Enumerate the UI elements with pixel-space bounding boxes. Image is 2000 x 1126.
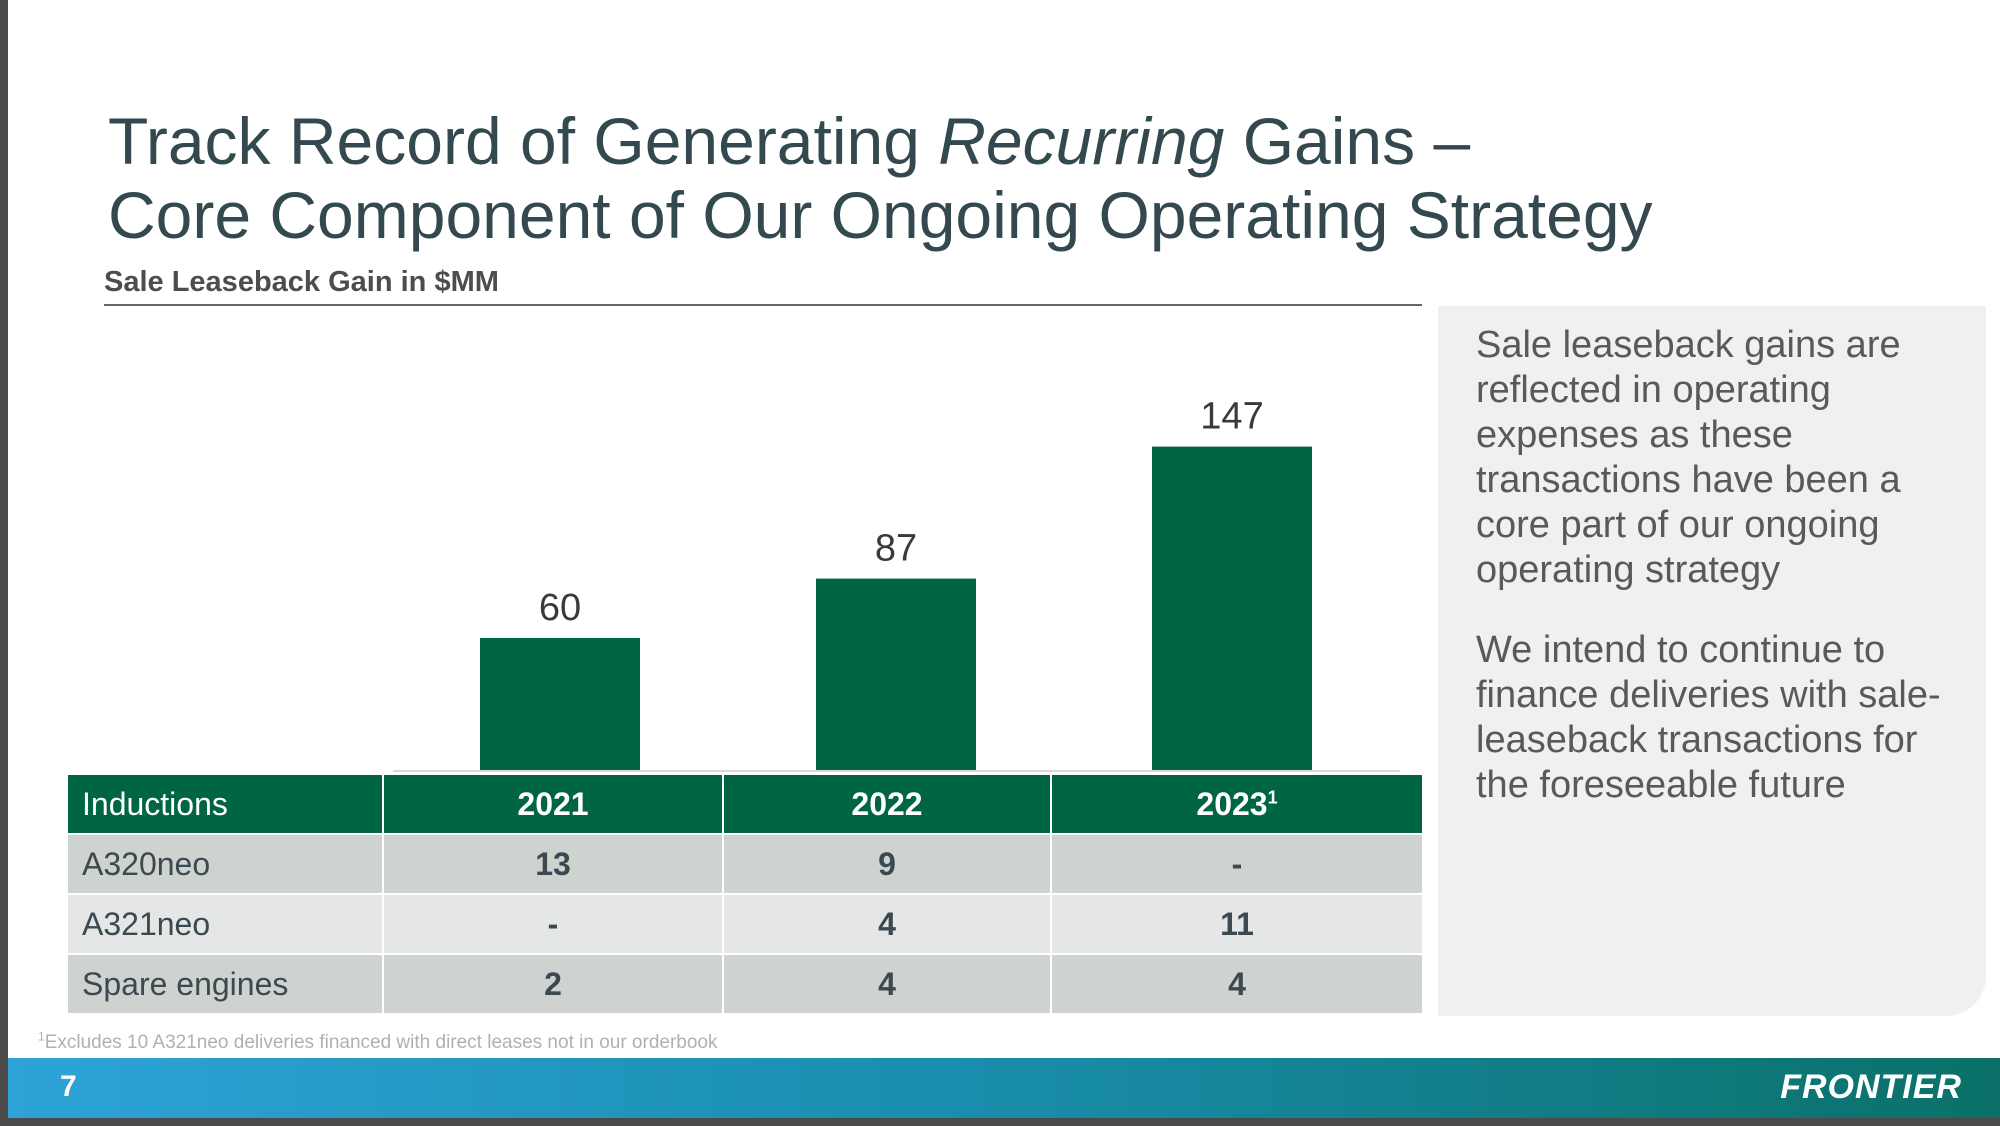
table-cell: - (382, 893, 724, 955)
table-cell: 13 (382, 833, 724, 895)
row-label: A321neo (66, 893, 384, 955)
table-cell: - (1050, 833, 1424, 895)
column-year: 2022 (851, 785, 923, 822)
table-header-label: Inductions (66, 773, 384, 835)
footnote: 1Excludes 10 A321neo deliveries financed… (38, 1029, 718, 1054)
commentary-panel: Sale leaseback gains are reflected in op… (1438, 306, 1986, 1016)
bar-chart: 60 87 147 (393, 396, 1400, 772)
bar-value-label: 60 (539, 587, 581, 629)
slide: Track Record of Generating Recurring Gai… (8, 0, 2000, 1118)
title-line-2: Core Component of Our Ongoing Operating … (108, 178, 1653, 253)
chart-title: Sale Leaseback Gain in $MM (104, 266, 499, 298)
table-header-row: Inductions 2021 2022 20231 (66, 773, 1424, 835)
bar-2023 (1152, 446, 1312, 770)
column-year: 2021 (517, 785, 589, 822)
table-column-header: 2021 (382, 773, 724, 835)
table-cell: 4 (722, 893, 1052, 955)
footnote-mark: 1 (38, 1029, 45, 1044)
table-row: A321neo - 4 11 (66, 893, 1424, 955)
row-label: Spare engines (66, 953, 384, 1015)
title-emphasis: Recurring (938, 104, 1225, 179)
title-line-1: Track Record of Generating Recurring Gai… (108, 104, 1908, 178)
chart-title-rule (104, 304, 1422, 306)
footer-bar: 7 FRONTIER (8, 1058, 2000, 1118)
frontier-logo: FRONTIER (1780, 1068, 1962, 1106)
slide-title: Track Record of Generating Recurring Gai… (108, 104, 1908, 252)
table-row: Spare engines 2 4 4 (66, 953, 1424, 1015)
table-cell: 11 (1050, 893, 1424, 955)
bar-value-label: 87 (875, 528, 917, 570)
footnote-text: Excludes 10 A321neo deliveries financed … (44, 1032, 718, 1053)
table-cell: 4 (1050, 953, 1424, 1015)
table-row: A320neo 13 9 - (66, 833, 1424, 895)
column-year: 2023 (1196, 785, 1268, 822)
bar-value-label: 147 (1200, 396, 1263, 438)
page-number: 7 (60, 1070, 77, 1103)
column-footnote-mark: 1 (1267, 786, 1278, 807)
title-line-1-pre: Track Record of Generating (108, 104, 939, 179)
table-cell: 2 (382, 953, 724, 1015)
commentary-paragraph-2: We intend to continue to finance deliver… (1476, 629, 1941, 806)
inductions-table: Inductions 2021 2022 20231 A320neo 13 9 … (66, 773, 1424, 1015)
bar-2022 (816, 578, 976, 770)
commentary-paragraph-1: Sale leaseback gains are reflected in op… (1476, 324, 1901, 591)
row-label: A320neo (66, 833, 384, 895)
bar-2021 (480, 638, 640, 770)
table-cell: 4 (722, 953, 1052, 1015)
table-column-header: 2022 (722, 773, 1052, 835)
table-column-header: 20231 (1050, 773, 1424, 835)
table-cell: 9 (722, 833, 1052, 895)
title-line-1-post: Gains – (1224, 104, 1471, 179)
